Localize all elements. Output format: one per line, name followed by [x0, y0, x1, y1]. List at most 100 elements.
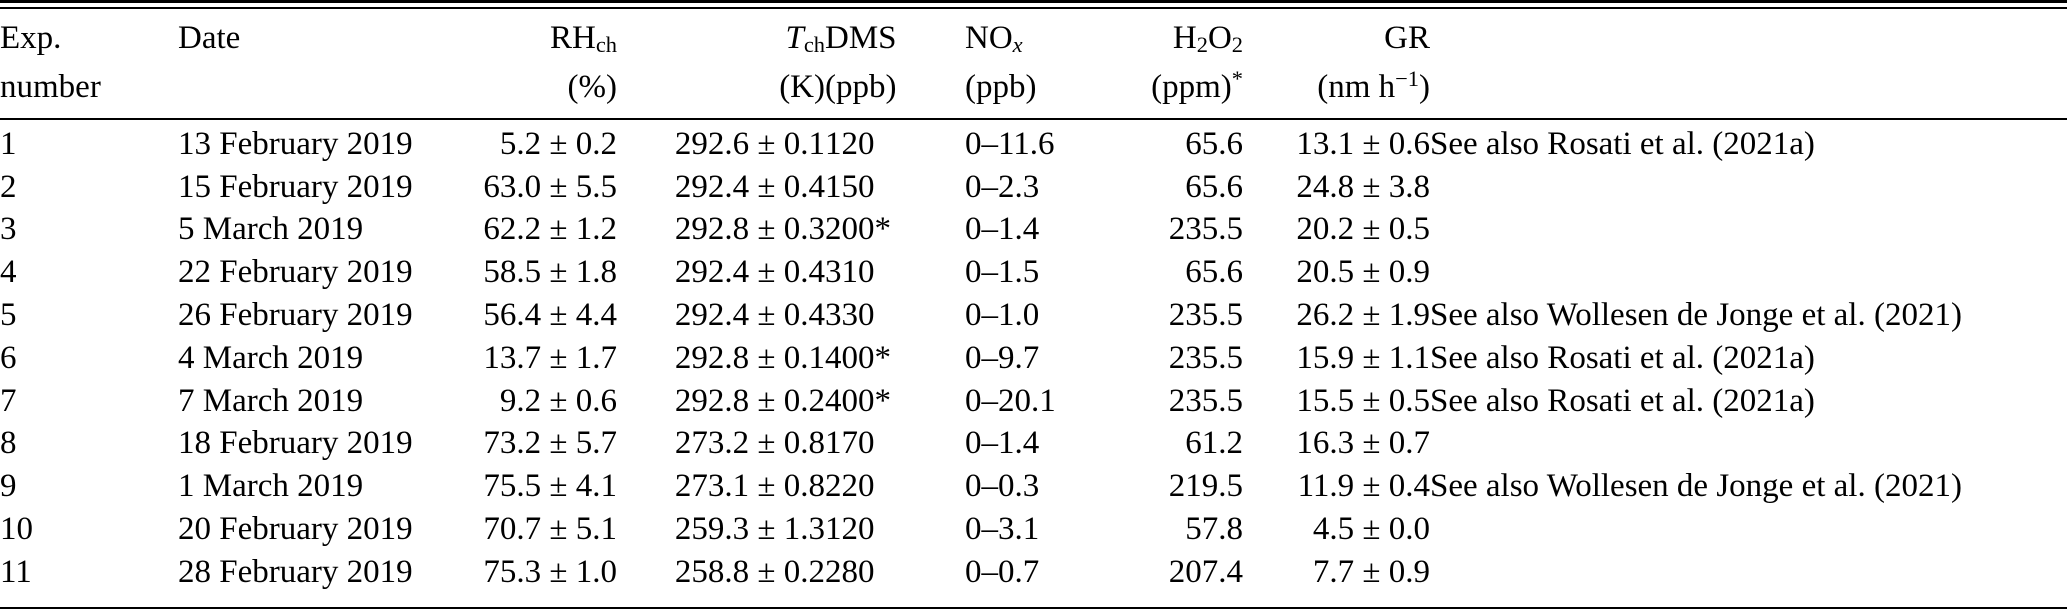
cell-growth-rate: 15.9 ± 1.1 — [1296, 339, 1430, 376]
table-row: 9 1 March 2019 75.5 ± 4.1 273.1 ± 0.8 220 0–0… — [0, 465, 2067, 508]
header-text: H — [1172, 20, 1197, 56]
col-header-h2o2: (ppm)* — [1090, 63, 1243, 119]
cell-t-ch: 258.8 ± 0.2 — [674, 553, 825, 590]
col-header-exp-number: number — [0, 63, 178, 119]
cell-h2o2: 235.5 — [1168, 211, 1243, 248]
cell-t-ch: 292.4 ± 0.4 — [674, 168, 825, 205]
cell-dms: 120 — [825, 511, 875, 548]
col-header-growth-rate: GR — [1243, 9, 1430, 63]
cell-nox: 0–1.4 — [965, 425, 1040, 462]
cell-nox: 0–3.1 — [965, 511, 1040, 548]
header-text: (ppm) — [1151, 69, 1232, 105]
header-text: GR — [1384, 20, 1430, 56]
cell-growth-rate: 20.5 ± 0.9 — [1296, 254, 1430, 291]
cell-exp-number: 11 — [0, 553, 32, 590]
cell-h2o2: 57.8 — [1185, 511, 1243, 548]
cell-growth-rate: 15.5 ± 0.5 — [1296, 382, 1430, 419]
table-row: 4 22 February 2019 58.5 ± 1.8 292.4 ± 0.4 31… — [0, 251, 2067, 294]
cell-growth-rate: 11.9 ± 0.4 — [1297, 468, 1430, 505]
cell-exp-number: 4 — [0, 254, 17, 291]
cell-notes — [1430, 423, 2067, 466]
cell-t-ch: 273.2 ± 0.8 — [674, 425, 825, 462]
cell-rh-ch: 70.7 ± 5.1 — [483, 511, 617, 548]
cell-rh-ch: 56.4 ± 4.4 — [483, 297, 617, 334]
cell-exp-number: 10 — [0, 511, 33, 548]
header-text: Exp. — [0, 20, 62, 56]
cell-date: 1 March 2019 — [178, 468, 364, 505]
cell-exp-number: 9 — [0, 468, 17, 505]
cell-nox: 0–2.3 — [965, 168, 1040, 205]
cell-growth-rate: 4.5 ± 0.0 — [1312, 511, 1430, 548]
table-row: 11 28 February 2019 75.3 ± 1.0 258.8 ± 0.2 2… — [0, 551, 2067, 594]
cell-date: 13 February 2019 — [178, 125, 413, 162]
cell-nox: 0–0.3 — [965, 468, 1040, 505]
col-header-dms: DMS — [825, 9, 965, 63]
cell-h2o2: 65.6 — [1185, 125, 1243, 162]
cell-nox: 0–9.7 — [965, 339, 1040, 376]
cell-date: 7 March 2019 — [178, 382, 364, 419]
header-text: number — [0, 69, 101, 105]
cell-rh-ch: 5.2 ± 0.2 — [499, 125, 617, 162]
header-text: Date — [178, 20, 241, 56]
col-header-dms: (ppb) — [825, 63, 965, 119]
cell-notes: See also Rosati et al. (2021a) — [1430, 125, 1815, 162]
cell-date: 15 February 2019 — [178, 168, 413, 205]
cell-dms: 120 — [825, 125, 875, 162]
table-row: 10 20 February 2019 70.7 ± 5.1 259.3 ± 1.3 1… — [0, 508, 2067, 551]
table-header: Exp. Date RHch Tch DMS NOx H2O2 GR number (%) (K)(… — [0, 9, 2067, 119]
cell-date: 4 March 2019 — [178, 339, 364, 376]
col-header-exp-number: Exp. — [0, 9, 178, 63]
header-text: * — [1231, 65, 1243, 91]
cell-date: 28 February 2019 — [178, 553, 413, 590]
cell-date: 18 February 2019 — [178, 425, 413, 462]
col-header-date — [178, 63, 450, 119]
cell-growth-rate: 24.8 ± 3.8 — [1296, 168, 1430, 205]
cell-growth-rate: 26.2 ± 1.9 — [1296, 297, 1430, 334]
col-header-nox: NOx — [965, 9, 1090, 63]
cell-rh-ch: 13.7 ± 1.7 — [483, 339, 617, 376]
header-text: RH — [549, 20, 596, 56]
cell-date: 26 February 2019 — [178, 297, 413, 334]
header-text: O — [1207, 20, 1232, 56]
col-header-notes — [1430, 9, 2067, 63]
header-text: T — [785, 20, 804, 56]
experiments-table: Exp. Date RHch Tch DMS NOx H2O2 GR number (%) (K)(… — [0, 9, 2067, 594]
cell-h2o2: 61.2 — [1185, 425, 1243, 462]
cell-nox: 0–0.7 — [965, 553, 1040, 590]
table-body: 1 13 February 2019 5.2 ± 0.2 292.6 ± 0.1 120… — [0, 119, 2067, 594]
cell-h2o2: 65.6 — [1185, 168, 1243, 205]
col-header-h2o2: H2O2 — [1090, 9, 1243, 63]
cell-t-ch: 259.3 ± 1.3 — [674, 511, 825, 548]
cell-nox: 0–11.6 — [965, 125, 1055, 162]
table-row: 8 18 February 2019 73.2 ± 5.7 273.2 ± 0.8 17… — [0, 423, 2067, 466]
cell-exp-number: 2 — [0, 168, 17, 205]
cell-t-ch: 292.8 ± 0.1 — [674, 339, 825, 376]
cell-rh-ch: 58.5 ± 1.8 — [483, 254, 617, 291]
col-header-date: Date — [178, 9, 450, 63]
cell-dms: 200* — [825, 211, 891, 248]
cell-exp-number: 7 — [0, 382, 17, 419]
cell-notes: See also Wollesen de Jonge et al. (2021) — [1430, 468, 1962, 505]
cell-t-ch: 292.4 ± 0.4 — [674, 297, 825, 334]
cell-h2o2: 207.4 — [1168, 553, 1243, 590]
cell-t-ch: 292.8 ± 0.2 — [674, 382, 825, 419]
table-top-rule — [0, 0, 2067, 9]
header-text: 2 — [1196, 32, 1208, 58]
cell-t-ch: 292.4 ± 0.4 — [674, 254, 825, 291]
header-text: −1 — [1395, 65, 1419, 91]
cell-exp-number: 1 — [0, 125, 17, 162]
cell-notes — [1430, 551, 2067, 594]
table-bottom-rule — [0, 606, 2067, 609]
cell-h2o2: 235.5 — [1168, 382, 1243, 419]
cell-notes: See also Wollesen de Jonge et al. (2021) — [1430, 297, 1962, 334]
cell-dms: 330 — [825, 297, 875, 334]
cell-date: 20 February 2019 — [178, 511, 413, 548]
col-header-notes — [1430, 63, 2067, 119]
cell-h2o2: 235.5 — [1168, 297, 1243, 334]
header-text: NO — [965, 20, 1013, 56]
header-text: (K) — [779, 69, 825, 105]
cell-dms: 400* — [825, 339, 891, 376]
cell-dms: 310 — [825, 254, 875, 291]
cell-h2o2: 65.6 — [1185, 254, 1243, 291]
cell-notes — [1430, 251, 2067, 294]
